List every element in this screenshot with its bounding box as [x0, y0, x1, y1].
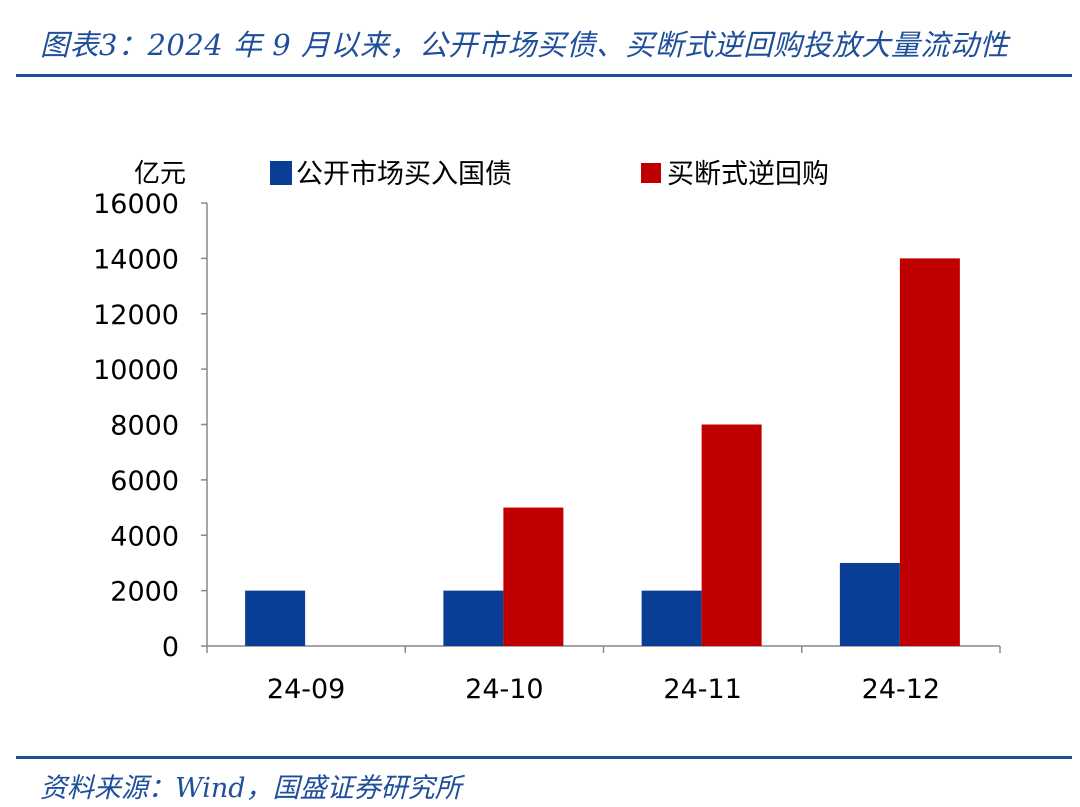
y-tick-label: 6000	[110, 466, 179, 497]
plot-area: 0 2000 4000 6000 8000 10000 12000 14000 16000 24-…	[93, 189, 1001, 705]
y-tick-label: 4000	[110, 521, 179, 552]
bar-bond-purchase	[245, 590, 306, 646]
x-tick-label: 24-11	[663, 674, 741, 705]
bar-outright-reverse-repo	[701, 424, 762, 646]
bar-outright-reverse-repo	[503, 507, 564, 646]
page-title: 图表3：2024 年 9 月以来，公开市场买债、买断式逆回购投放大量流动性	[40, 28, 1009, 62]
y-unit-label: 亿元	[134, 159, 186, 189]
source-note: 资料来源：Wind，国盛证券研究所	[40, 773, 462, 804]
x-tick-label: 24-10	[465, 674, 543, 705]
y-tick-label: 16000	[93, 189, 179, 220]
bar-outright-reverse-repo	[899, 258, 960, 646]
legend-swatch-series-1	[641, 163, 661, 183]
bar-bond-purchase	[839, 562, 900, 646]
bar-bond-purchase	[641, 590, 702, 646]
title-divider	[16, 74, 1072, 77]
y-tick-label: 14000	[93, 244, 179, 275]
legend-label-series-0: 公开市场买入国债	[296, 159, 512, 190]
bar-bond-purchase	[443, 590, 504, 646]
y-tick-label: 2000	[110, 577, 179, 608]
y-tick-label: 8000	[110, 411, 179, 442]
legend: 公开市场买入国债 买断式逆回购	[270, 159, 829, 190]
y-tick-label: 10000	[93, 355, 179, 386]
legend-swatch-series-0	[270, 161, 292, 185]
y-tick-label: 0	[162, 632, 179, 663]
y-tick-label: 12000	[93, 300, 179, 331]
footer-divider	[16, 756, 1072, 759]
legend-label-series-1: 买断式逆回购	[667, 159, 829, 190]
x-tick-label: 24-12	[862, 674, 940, 705]
x-tick-label: 24-09	[267, 674, 345, 705]
